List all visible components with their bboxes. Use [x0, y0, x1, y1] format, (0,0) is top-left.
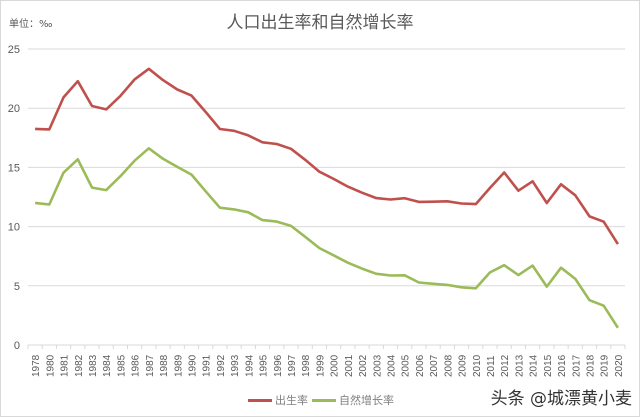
y-tick-label: 25: [8, 44, 20, 56]
x-tick-label: 2004: [386, 354, 397, 377]
x-tick-label: 2008: [443, 354, 454, 377]
series-lines: [34, 67, 619, 329]
unit-label: 单位：‰: [9, 19, 53, 30]
natural-growth-swatch-icon: [312, 398, 336, 402]
x-tick-label: 2006: [415, 354, 426, 377]
x-tick-label: 1992: [216, 354, 227, 377]
y-axis-ticks: 0 5 10 15 20 25: [8, 44, 20, 352]
x-tick-label: 1978: [31, 354, 42, 377]
x-tick-label: 2002: [358, 354, 369, 377]
legend: 出生率 自然增长率: [248, 392, 394, 408]
chart-title: 人口出生率和自然增长率: [226, 13, 414, 33]
natural-growth-line: [34, 147, 619, 329]
y-tick-label: 15: [8, 162, 20, 174]
y-tick-label: 5: [14, 281, 20, 293]
x-tick-label: 1991: [202, 354, 213, 377]
x-tick-label: 1980: [45, 354, 56, 377]
x-tick-label: 2016: [557, 354, 568, 377]
x-tick-label: 1994: [244, 354, 255, 377]
x-tick-label: 2009: [458, 354, 469, 377]
x-tick-label: 1982: [74, 354, 85, 377]
x-tick-label: 2005: [401, 354, 412, 377]
x-tick-label: 1981: [60, 354, 71, 377]
x-tick-label: 1999: [315, 354, 326, 377]
x-tick-label: 1995: [259, 354, 270, 377]
x-tick-label: 1987: [145, 354, 156, 377]
legend-item-natural-growth[interactable]: 自然增长率: [312, 392, 394, 408]
y-tick-label: 10: [8, 222, 20, 234]
x-tick-label: 2010: [472, 354, 483, 377]
x-tick-label: 2018: [585, 354, 596, 377]
birth-rate-line: [35, 67, 619, 245]
x-tick-label: 2011: [486, 355, 497, 377]
x-tick-label: 1986: [131, 354, 142, 377]
x-tick-label: 1997: [287, 354, 298, 377]
x-tick-label: 1993: [230, 354, 241, 377]
x-tick-label: 1984: [102, 354, 113, 377]
x-tick-label: 2007: [429, 354, 440, 377]
x-tick-label: 2001: [344, 354, 355, 377]
x-axis: 1978 1980 1981 1982 1983 1984 1985 1986 1987 1988…: [27, 344, 626, 377]
x-tick-label: 1988: [159, 354, 170, 377]
x-tick-label: 2000: [330, 354, 341, 377]
x-tick-label: 2020: [614, 354, 625, 377]
legend-label-birth-rate: 出生率: [275, 394, 308, 407]
x-tick-label: 2012: [500, 354, 511, 377]
watermark: 头条 @城漂黄小麦: [490, 389, 632, 409]
x-tick-label: 1990: [187, 354, 198, 377]
x-tick-label: 1983: [88, 354, 99, 377]
legend-label-natural-growth: 自然增长率: [339, 394, 394, 407]
y-tick-label: 20: [8, 103, 20, 115]
x-tick-label: 2014: [529, 354, 540, 377]
x-tick-label: 2013: [514, 354, 525, 377]
x-tick-label: 2019: [600, 354, 611, 377]
birth-rate-swatch-icon: [248, 398, 272, 402]
x-tick-label: 1985: [116, 354, 127, 377]
x-tick-label: 2003: [372, 354, 383, 377]
y-tick-label: 0: [14, 340, 20, 352]
x-tick-label: 2017: [571, 354, 582, 377]
x-tick-label: 2015: [543, 354, 554, 377]
x-tick-label: 1996: [273, 354, 284, 377]
x-tick-label: 1998: [301, 354, 312, 377]
x-tick-label: 1989: [173, 354, 184, 377]
legend-item-birth-rate[interactable]: 出生率: [248, 392, 308, 408]
